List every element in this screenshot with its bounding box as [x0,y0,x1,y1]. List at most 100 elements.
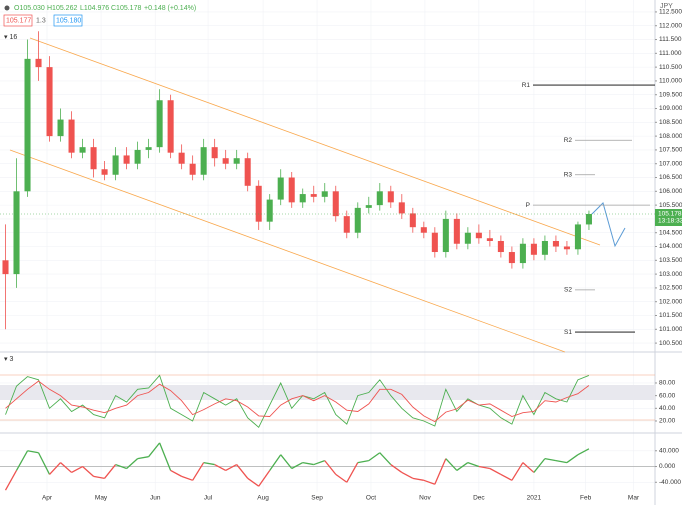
ohlc-low: L104.976 [80,5,109,12]
candle-body [277,177,284,200]
spread: 1.3 [36,17,46,24]
candle-body [453,218,460,244]
indicator-label: ▾ 3 [4,356,13,363]
last-price-box [655,209,682,226]
ohlc-change: +0.148 (+0.14%) [144,5,196,12]
candle-body [541,240,548,255]
ohlc-high: H105.262 [47,5,77,12]
candle-body [167,100,174,153]
candle-body [574,224,581,250]
oscillator-segment [225,463,237,472]
oscillator-segment [478,465,490,470]
oscillator-segment [15,450,29,471]
candle-body [90,147,97,170]
x-tick-label: 2021 [527,495,542,502]
y-tick-label: 104.500 [659,229,682,236]
candle-body [200,147,207,175]
oscillator-segment [247,477,260,487]
y-tick-label: 112.500 [659,9,682,16]
oscillator-segment [302,461,314,466]
oscillator-segment [434,458,447,485]
oscillator-segment [37,452,51,475]
y-tick-label: 108.500 [659,119,682,126]
y-tick-label: 102.000 [659,298,682,305]
y-tick-label: 111.500 [659,36,682,43]
candle-body [442,218,449,253]
oscillator-segment [346,462,359,483]
candle-body [13,191,20,275]
y-tick-label: 109.500 [659,91,682,98]
candle-body [409,213,416,228]
candle-body [299,194,306,203]
candle-body [552,240,559,247]
y-tick-label: -40.000 [659,479,681,486]
oscillator-segment [82,466,95,477]
candle-body [420,227,427,233]
indicator-length: 16 [9,34,17,41]
candle-body [486,238,493,241]
y-tick-label: 103.500 [659,257,682,264]
candle-body [464,232,471,244]
oscillator-segment [4,470,18,491]
y-tick-label: 101.000 [659,326,682,333]
y-tick-label: 103.000 [659,271,682,278]
indicator-label: ▾ 16 [4,34,17,41]
candle-body [134,149,141,164]
candle-body [354,207,361,233]
symbol-icon [4,5,10,11]
oscillator-segment [577,448,590,456]
oscillator-segment [445,458,458,471]
oscillator-segment [126,458,139,469]
candle-body [563,246,570,250]
candle-body [145,147,152,150]
pivot-label: S2 [564,287,572,294]
sell-price[interactable]: 105.177 [6,17,31,24]
oscillator-segment [379,452,392,465]
candle-body [79,147,86,153]
candle-body [35,58,42,68]
candle-body [222,158,229,164]
oscillator-segment [71,465,83,474]
y-tick-label: 109.000 [659,105,682,112]
oscillator-segment [137,456,149,460]
y-tick-label: 106.000 [659,188,682,195]
buy-box[interactable] [53,14,83,27]
candle-body [123,155,130,164]
oscillator-segment [489,467,502,475]
candle-body [178,152,185,164]
candle-body [475,232,482,239]
buy-price[interactable]: 105.180 [56,17,81,24]
y-tick-label: 107.500 [659,147,682,154]
candle-body [2,260,9,275]
x-tick-label: Mar [628,495,640,502]
candle-body [101,169,108,175]
x-tick-label: Apr [42,495,53,502]
oscillator-segment [236,464,249,479]
candle-body [266,199,273,222]
oscillator-segment [115,463,127,470]
candle-body [343,216,350,233]
oscillator-segment [214,463,226,472]
x-tick-label: Sep [311,495,323,502]
oscillator-segment [357,459,369,464]
oscillator-segment [533,458,546,473]
sell-box[interactable] [3,14,33,27]
oscillator-segment [60,462,72,473]
y-tick-label: 112.000 [659,22,682,29]
y-tick-label: 100.500 [659,340,682,347]
y-tick-label: 102.500 [659,285,682,292]
y-tick-label: 110.500 [659,64,682,71]
oscillator-segment [203,461,215,466]
candle-body [431,232,438,253]
y-tick-label: 0.000 [659,463,676,470]
candle-body [288,177,295,203]
candle-body [233,158,240,164]
y-tick-label: 108.000 [659,133,682,140]
oscillator-segment [511,462,524,481]
candle-body [255,185,262,222]
candle-body [57,119,64,137]
oscillator-segment [544,458,557,462]
candle-body [530,243,537,255]
candle-body [376,191,383,206]
pivot-label: R3 [564,171,573,178]
